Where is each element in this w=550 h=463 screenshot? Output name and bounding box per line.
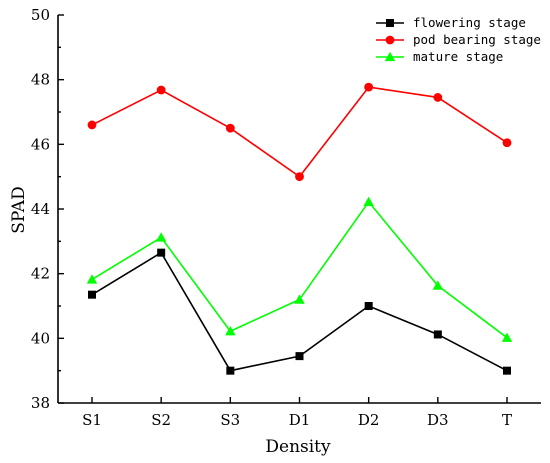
series-mature-stage xyxy=(86,196,513,342)
legend-item-flowering-stage: flowering stage xyxy=(376,15,526,30)
data-point-flowering-stage xyxy=(226,366,235,375)
series-line-pod-bearing-stage xyxy=(91,86,508,178)
data-point-mature-stage xyxy=(501,332,513,342)
y-tick-label: 50 xyxy=(31,6,50,24)
x-tick-label: S3 xyxy=(220,411,240,429)
legend-marker xyxy=(384,51,396,62)
x-tick-label: D1 xyxy=(289,411,311,429)
data-point-pod-bearing-stage xyxy=(87,120,97,130)
data-point-flowering-stage xyxy=(295,352,304,361)
x-tick-label: S1 xyxy=(82,411,102,429)
legend-marker xyxy=(386,19,394,27)
data-point-pod-bearing-stage xyxy=(364,82,374,92)
y-axis-title: SPAD xyxy=(9,186,29,233)
series-flowering-stage xyxy=(88,248,511,375)
data-point-mature-stage xyxy=(294,294,305,304)
legend-label: flowering stage xyxy=(413,15,526,30)
data-point-mature-stage xyxy=(432,280,444,290)
data-point-mature-stage xyxy=(86,274,98,284)
legend-label: pod bearing stage xyxy=(413,32,541,47)
y-tick-label: 46 xyxy=(31,135,50,153)
y-tick-label: 48 xyxy=(31,71,50,89)
axes: 38 40 42 44 46 48 50 S1 S2 S3 D1 D2 D3 T xyxy=(31,6,541,429)
data-point-flowering-stage xyxy=(88,290,96,299)
x-tick-label: D2 xyxy=(358,411,380,429)
data-point-mature-stage xyxy=(155,232,167,242)
data-point-flowering-stage xyxy=(503,366,511,375)
data-point-pod-bearing-stage xyxy=(295,172,304,182)
legend: flowering stage pod bearing stage mature s… xyxy=(376,15,541,64)
y-tick-label: 40 xyxy=(31,329,50,347)
data-point-flowering-stage xyxy=(433,330,442,339)
y-tick-label: 44 xyxy=(31,200,50,218)
legend-marker xyxy=(385,35,395,45)
x-tick-label: T xyxy=(502,411,512,429)
data-point-pod-bearing-stage xyxy=(156,85,166,95)
series-pod-bearing-stage xyxy=(87,82,512,182)
data-point-mature-stage xyxy=(363,196,374,207)
series-group xyxy=(86,82,513,375)
y-tick-label: 38 xyxy=(31,394,50,412)
x-axis-title: Density xyxy=(265,437,331,457)
legend-item-mature-stage: mature stage xyxy=(376,49,503,64)
y-tick-label: 42 xyxy=(31,265,50,283)
data-point-pod-bearing-stage xyxy=(502,138,512,148)
data-point-pod-bearing-stage xyxy=(225,123,235,133)
x-tick-label: D3 xyxy=(427,411,449,429)
legend-label: mature stage xyxy=(413,49,503,64)
x-tick-label: S2 xyxy=(151,411,171,429)
data-point-pod-bearing-stage xyxy=(433,93,443,102)
legend-item-pod-bearing-stage: pod bearing stage xyxy=(376,32,541,47)
series-line-mature-stage xyxy=(91,200,508,339)
data-point-flowering-stage xyxy=(364,302,373,310)
data-point-mature-stage xyxy=(225,326,236,336)
data-point-flowering-stage xyxy=(157,248,166,257)
